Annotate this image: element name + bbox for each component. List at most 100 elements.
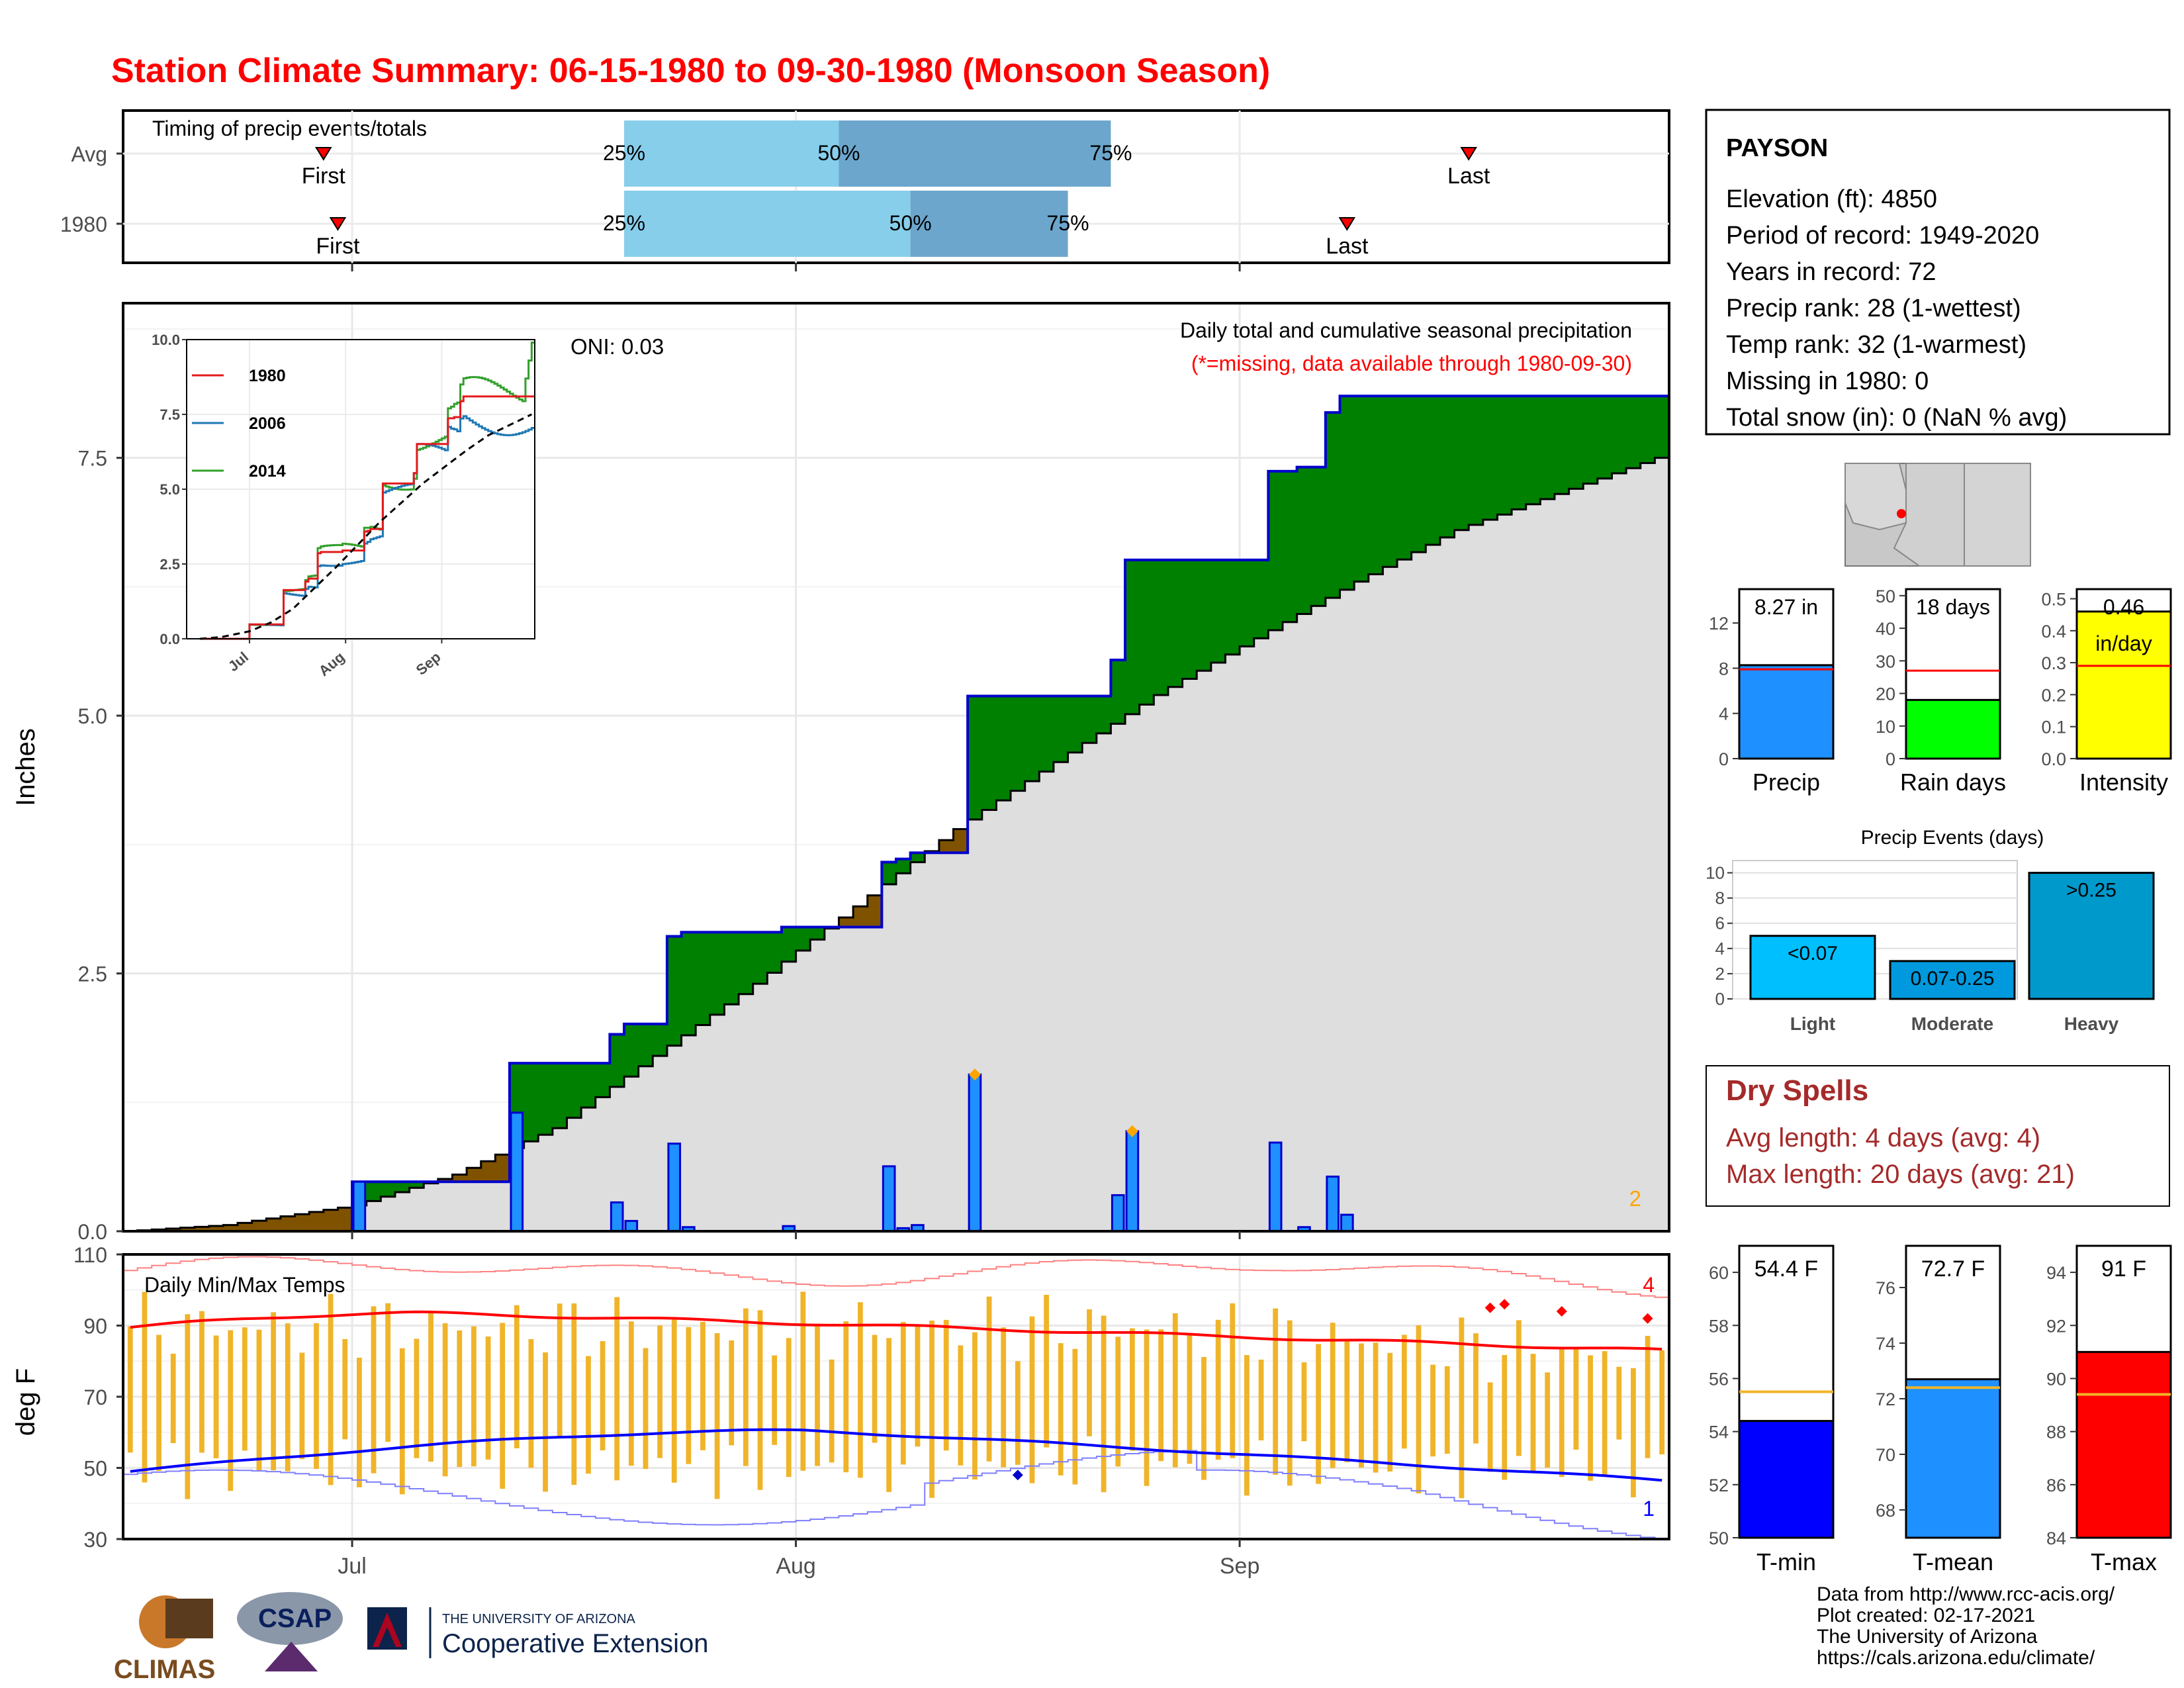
- daily-temp-range-bar: [1373, 1342, 1379, 1473]
- inset-legend-label: 2006: [249, 414, 286, 433]
- inset-y-tick-label: 2.5: [159, 556, 180, 573]
- daily-temp-range-bar: [1101, 1315, 1107, 1493]
- daily-temp-range-bar: [1201, 1356, 1206, 1480]
- surplus-fill: [1525, 396, 1541, 504]
- summary-bar-rain-days: 18 days 0 10 20 30 40 50 Rain days: [1876, 586, 2006, 796]
- daily-precip-bar: [1111, 1194, 1125, 1233]
- ua-logo: THE UNIVERSITY OF ARIZONA Cooperative Ex…: [367, 1607, 708, 1658]
- inset-line-1980: [200, 395, 535, 640]
- deficit-fill: [953, 829, 968, 853]
- daily-temp-range-bar: [1072, 1348, 1078, 1485]
- deficit-fill: [238, 1223, 253, 1231]
- summary-bar-tick-label: 10: [1876, 717, 1895, 737]
- daily-temp-range-bar: [1172, 1313, 1178, 1468]
- daily-temp-range-bar: [485, 1336, 491, 1460]
- summary-bar-tick-label: 30: [1876, 651, 1895, 671]
- precip-y-axis: 0.0 2.5 5.0 7.5: [78, 447, 1241, 1244]
- summary-bar-tick-label: 0.4: [2041, 622, 2066, 641]
- daily-precip-bar: [624, 1219, 639, 1233]
- summary-bar-label: Precip: [1752, 769, 1820, 796]
- surplus-fill: [1612, 396, 1627, 474]
- surplus-fill: [366, 1182, 381, 1201]
- surplus-fill: [381, 1182, 396, 1197]
- summary-bar-tick-label: 4: [1719, 704, 1729, 724]
- temp-layer: [123, 1256, 1669, 1540]
- temp-min-count: 1: [1643, 1497, 1655, 1521]
- credit-data-source: Data from http://www.rcc-acis.org/: [1817, 1583, 2115, 1605]
- temp-summary-label: T-mean: [1913, 1548, 1993, 1575]
- daily-temp-range-bar: [1187, 1333, 1193, 1464]
- surplus-fill: [1426, 396, 1441, 545]
- csap-logo: CSAP: [237, 1592, 343, 1671]
- station-years: Years in record: 72: [1726, 258, 1936, 286]
- temp-summary-value: 54.4 F: [1754, 1256, 1818, 1282]
- daily-temp-range-bar: [342, 1338, 348, 1440]
- timing-q75-label: 75%: [1047, 211, 1089, 235]
- deficit-fill: [195, 1227, 210, 1231]
- record-high-marker: [1484, 1302, 1496, 1313]
- deficit-fill: [338, 1207, 353, 1231]
- summary-bar-value: 18 days: [1916, 595, 1990, 619]
- daily-temp-range-bar: [1473, 1333, 1479, 1444]
- deficit-fill: [938, 840, 954, 853]
- temp-summary-tick-label: 56: [1709, 1369, 1729, 1389]
- precip-fill-layer: [123, 395, 1670, 1233]
- daily-temp-range-bar: [1487, 1382, 1493, 1472]
- daily-temp-range-bar: [1502, 1354, 1508, 1480]
- temp-summary-tick-label: 86: [2046, 1476, 2066, 1495]
- surplus-fill: [1411, 396, 1426, 553]
- inset-y-tick-label: 7.5: [159, 406, 180, 423]
- timing-q75-label: 75%: [1089, 141, 1132, 165]
- timing-first-label: First: [302, 164, 346, 189]
- month-tick-label: Sep: [1220, 1554, 1260, 1579]
- summary-bar-label: Intensity: [2079, 769, 2168, 796]
- daily-temp-range-bar: [199, 1311, 205, 1453]
- daily-temp-range-bar: [242, 1327, 248, 1451]
- inset-average-line: [199, 413, 532, 640]
- summary-bar-unit: in/day: [2095, 632, 2152, 655]
- deficit-fill: [480, 1161, 496, 1182]
- surplus-fill: [796, 927, 811, 951]
- daily-temp-range-bar: [657, 1325, 663, 1458]
- daily-temp-range-bar: [471, 1326, 477, 1467]
- daily-precip-bar: [968, 1073, 982, 1233]
- summary-bar-label: Rain days: [1900, 769, 2006, 796]
- deficit-fill: [495, 1154, 510, 1182]
- precip-y-tick-label: 2.5: [78, 962, 107, 986]
- timing-last-marker: [1338, 217, 1356, 231]
- daily-temp-range-bar: [829, 1359, 835, 1463]
- daily-temp-range-bar: [986, 1296, 992, 1462]
- summary-bar-precip: 8.27 in 0 4 8 12 Precip: [1709, 588, 1835, 796]
- surplus-fill: [696, 932, 711, 1025]
- daily-temp-range-bar: [843, 1321, 849, 1473]
- surplus-fill: [1354, 396, 1369, 582]
- daily-precip-bar: [1326, 1175, 1340, 1233]
- precip-y-tick-label: 5.0: [78, 704, 107, 728]
- daily-temp-range-bar: [1301, 1362, 1307, 1442]
- surplus-fill: [1167, 559, 1183, 687]
- summary-bar-tick-label: 12: [1709, 614, 1729, 633]
- timing-q50-label: 50%: [889, 211, 932, 235]
- daily-temp-range-bar: [1316, 1344, 1321, 1484]
- timing-last-label: Last: [1326, 234, 1369, 259]
- temperature-summary-bars: 54.4 F 50 52 54 56 58 60 T-min 72.7 F 68 70 72 74 76 T…: [1709, 1244, 2172, 1575]
- precip-y-tick-label: 0.0: [78, 1220, 107, 1244]
- oni-label: ONI: 0.03: [570, 334, 664, 359]
- timing-first-marker: [329, 217, 347, 231]
- footer-logos: CLIMAS CSAP THE UNIVERSITY OF ARIZONA Co…: [114, 1592, 708, 1684]
- daily-precip-bar: [352, 1180, 367, 1233]
- deficit-fill: [165, 1228, 181, 1231]
- station-temp-rank: Temp rank: 32 (1-warmest): [1726, 331, 2026, 359]
- daily-temp-range-bar: [1588, 1355, 1593, 1481]
- daily-temp-range-bar: [185, 1314, 191, 1499]
- daily-temp-range-bar: [1401, 1335, 1407, 1449]
- surplus-fill: [1210, 559, 1226, 663]
- daily-precip-bar: [610, 1201, 624, 1233]
- daily-temp-range-bar: [1158, 1329, 1164, 1462]
- precip-record-marker: [1126, 1125, 1138, 1137]
- daily-temp-range-bar: [1545, 1372, 1551, 1468]
- surplus-fill: [1139, 559, 1154, 705]
- events-bar: [1889, 960, 2016, 1000]
- surplus-fill: [981, 696, 997, 810]
